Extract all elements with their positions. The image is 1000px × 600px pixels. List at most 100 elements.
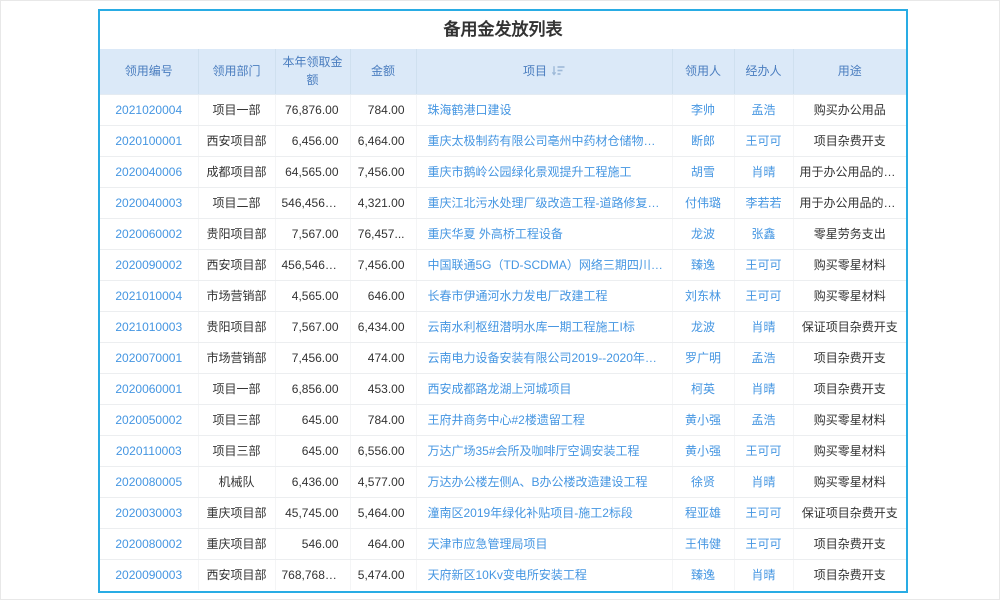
cell-year-amount: 76,876.00 [275, 94, 351, 126]
cell-claim-id-link[interactable]: 2020090003 [100, 559, 199, 590]
table-row: 2020110003 项目三部 645.00 6,556.00 万达广场35#会… [100, 435, 906, 467]
cell-claimer-link[interactable]: 徐贤 [672, 466, 735, 498]
cell-department: 项目一部 [198, 94, 276, 126]
table-row: 2020060002 贵阳项目部 7,567.00 76,457... 重庆华夏… [100, 218, 906, 250]
cell-handler-link[interactable]: 孟浩 [734, 94, 794, 126]
cell-year-amount: 7,567.00 [275, 218, 351, 250]
cell-project-link[interactable]: 万达广场35#会所及咖啡厅空调安装工程 [416, 435, 673, 467]
col-header-project-sortable[interactable]: 项目 [416, 49, 673, 95]
cell-purpose: 购买零星材料 [793, 249, 906, 281]
cell-department: 重庆项目部 [198, 528, 276, 560]
cell-amount: 784.00 [350, 94, 417, 126]
col-header-claimer: 领用人 [672, 49, 735, 95]
cell-claim-id-link[interactable]: 2020080005 [100, 466, 199, 498]
cell-claimer-link[interactable]: 柯英 [672, 373, 735, 405]
cell-claimer-link[interactable]: 程亚雄 [672, 497, 735, 529]
cell-handler-link[interactable]: 王可可 [734, 125, 794, 157]
cell-claimer-link[interactable]: 断郎 [672, 125, 735, 157]
cell-claimer-link[interactable]: 王伟健 [672, 528, 735, 560]
cell-handler-link[interactable]: 孟浩 [734, 404, 794, 436]
cell-claimer-link[interactable]: 罗广明 [672, 342, 735, 374]
cell-claimer-link[interactable]: 黄小强 [672, 435, 735, 467]
cell-claim-id-link[interactable]: 2021010003 [100, 311, 199, 343]
table-body: 2021020004 项目一部 76,876.00 784.00 珠海鹤港口建设… [100, 94, 906, 590]
cell-project-link[interactable]: 万达办公楼左侧A、B办公楼改造建设工程 [416, 466, 673, 498]
cell-claimer-link[interactable]: 龙波 [672, 311, 735, 343]
sort-icon[interactable] [552, 65, 565, 77]
cell-department: 西安项目部 [198, 559, 276, 590]
cell-claim-id-link[interactable]: 2020040006 [100, 156, 199, 188]
cell-department: 项目二部 [198, 187, 276, 219]
cell-claim-id-link[interactable]: 2020090002 [100, 249, 199, 281]
cell-project-link[interactable]: 天府新区10Kv变电所安装工程 [416, 559, 673, 590]
cell-claim-id-link[interactable]: 2020110003 [100, 435, 199, 467]
cell-claim-id-link[interactable]: 2020070001 [100, 342, 199, 374]
cell-handler-link[interactable]: 李若若 [734, 187, 794, 219]
cell-project-link[interactable]: 王府井商务中心#2楼遗留工程 [416, 404, 673, 436]
cell-project-link[interactable]: 云南电力设备安装有限公司2019--2020年度劳... [416, 342, 673, 374]
cell-handler-link[interactable]: 王可可 [734, 528, 794, 560]
cell-claimer-link[interactable]: 李帅 [672, 94, 735, 126]
cell-claim-id-link[interactable]: 2020040003 [100, 187, 199, 219]
table-row: 2020040006 成都项目部 64,565.00 7,456.00 重庆市鹅… [100, 156, 906, 188]
cell-handler-link[interactable]: 肖晴 [734, 466, 794, 498]
cell-handler-link[interactable]: 肖晴 [734, 156, 794, 188]
table-row: 2020070001 市场营销部 7,456.00 474.00 云南电力设备安… [100, 342, 906, 374]
col-header-amount: 金额 [350, 49, 417, 95]
table-row: 2020090003 西安项目部 768,768.00 5,474.00 天府新… [100, 559, 906, 590]
cell-claim-id-link[interactable]: 2020060002 [100, 218, 199, 250]
cell-project-link[interactable]: 潼南区2019年绿化补贴项目-施工2标段 [416, 497, 673, 529]
cell-project-link[interactable]: 重庆市鹅岭公园绿化景观提升工程施工 [416, 156, 673, 188]
cell-claim-id-link[interactable]: 2020030003 [100, 497, 199, 529]
page-title: 备用金发放列表 [100, 11, 906, 49]
cell-handler-link[interactable]: 张鑫 [734, 218, 794, 250]
cell-claimer-link[interactable]: 龙波 [672, 218, 735, 250]
cell-handler-link[interactable]: 肖晴 [734, 559, 794, 590]
cell-claim-id-link[interactable]: 2021010004 [100, 280, 199, 312]
cell-project-link[interactable]: 长春市伊通河水力发电厂改建工程 [416, 280, 673, 312]
cell-year-amount: 6,436.00 [275, 466, 351, 498]
cell-claimer-link[interactable]: 胡雪 [672, 156, 735, 188]
cell-amount: 7,456.00 [350, 156, 417, 188]
cell-purpose: 用于办公用品的购买 [793, 187, 906, 219]
cell-claimer-link[interactable]: 付伟璐 [672, 187, 735, 219]
col-header-year-amount: 本年领取金额 [275, 49, 351, 95]
cell-amount: 4,321.00 [350, 187, 417, 219]
cell-claim-id-link[interactable]: 2020080002 [100, 528, 199, 560]
cell-claim-id-link[interactable]: 2021020004 [100, 94, 199, 126]
cell-handler-link[interactable]: 肖晴 [734, 373, 794, 405]
cell-handler-link[interactable]: 王可可 [734, 497, 794, 529]
cell-project-link[interactable]: 中国联通5G（TD-SCDMA）网络三期四川工程 [416, 249, 673, 281]
cell-claimer-link[interactable]: 臻逸 [672, 559, 735, 590]
cell-handler-link[interactable]: 孟浩 [734, 342, 794, 374]
cell-purpose: 购买零星材料 [793, 466, 906, 498]
cell-claimer-link[interactable]: 黄小强 [672, 404, 735, 436]
cell-project-link[interactable]: 珠海鹤港口建设 [416, 94, 673, 126]
cell-project-link[interactable]: 重庆江北污水处理厂级改造工程-道路修复工程 [416, 187, 673, 219]
cell-project-link[interactable]: 重庆太极制药有限公司亳州中药材仓储物流基... [416, 125, 673, 157]
cell-handler-link[interactable]: 王可可 [734, 249, 794, 281]
col-header-project-label: 项目 [522, 64, 547, 79]
cell-handler-link[interactable]: 王可可 [734, 435, 794, 467]
cell-department: 项目三部 [198, 404, 276, 436]
table-row: 2021010003 贵阳项目部 7,567.00 6,434.00 云南水利枢… [100, 311, 906, 343]
cell-purpose: 购买零星材料 [793, 435, 906, 467]
cell-handler-link[interactable]: 肖晴 [734, 311, 794, 343]
cell-project-link[interactable]: 天津市应急管理局项目 [416, 528, 673, 560]
cell-department: 重庆项目部 [198, 497, 276, 529]
cell-claim-id-link[interactable]: 2020050002 [100, 404, 199, 436]
cell-project-link[interactable]: 云南水利枢纽潜明水库一期工程施工I标 [416, 311, 673, 343]
table-row: 2020100001 西安项目部 6,456.00 6,464.00 重庆太极制… [100, 125, 906, 157]
cell-claimer-link[interactable]: 臻逸 [672, 249, 735, 281]
cell-project-link[interactable]: 西安成都路龙湖上河城项目 [416, 373, 673, 405]
cell-claim-id-link[interactable]: 2020060001 [100, 373, 199, 405]
cell-year-amount: 7,456.00 [275, 342, 351, 374]
cell-purpose: 保证项目杂费开支 [793, 311, 906, 343]
cell-project-link[interactable]: 重庆华夏 外高桥工程设备 [416, 218, 673, 250]
cell-department: 成都项目部 [198, 156, 276, 188]
petty-cash-table: 领用编号 领用部门 本年领取金额 金额 项目 [100, 49, 906, 590]
cell-amount: 784.00 [350, 404, 417, 436]
cell-claim-id-link[interactable]: 2020100001 [100, 125, 199, 157]
cell-handler-link[interactable]: 王可可 [734, 280, 794, 312]
cell-claimer-link[interactable]: 刘东林 [672, 280, 735, 312]
